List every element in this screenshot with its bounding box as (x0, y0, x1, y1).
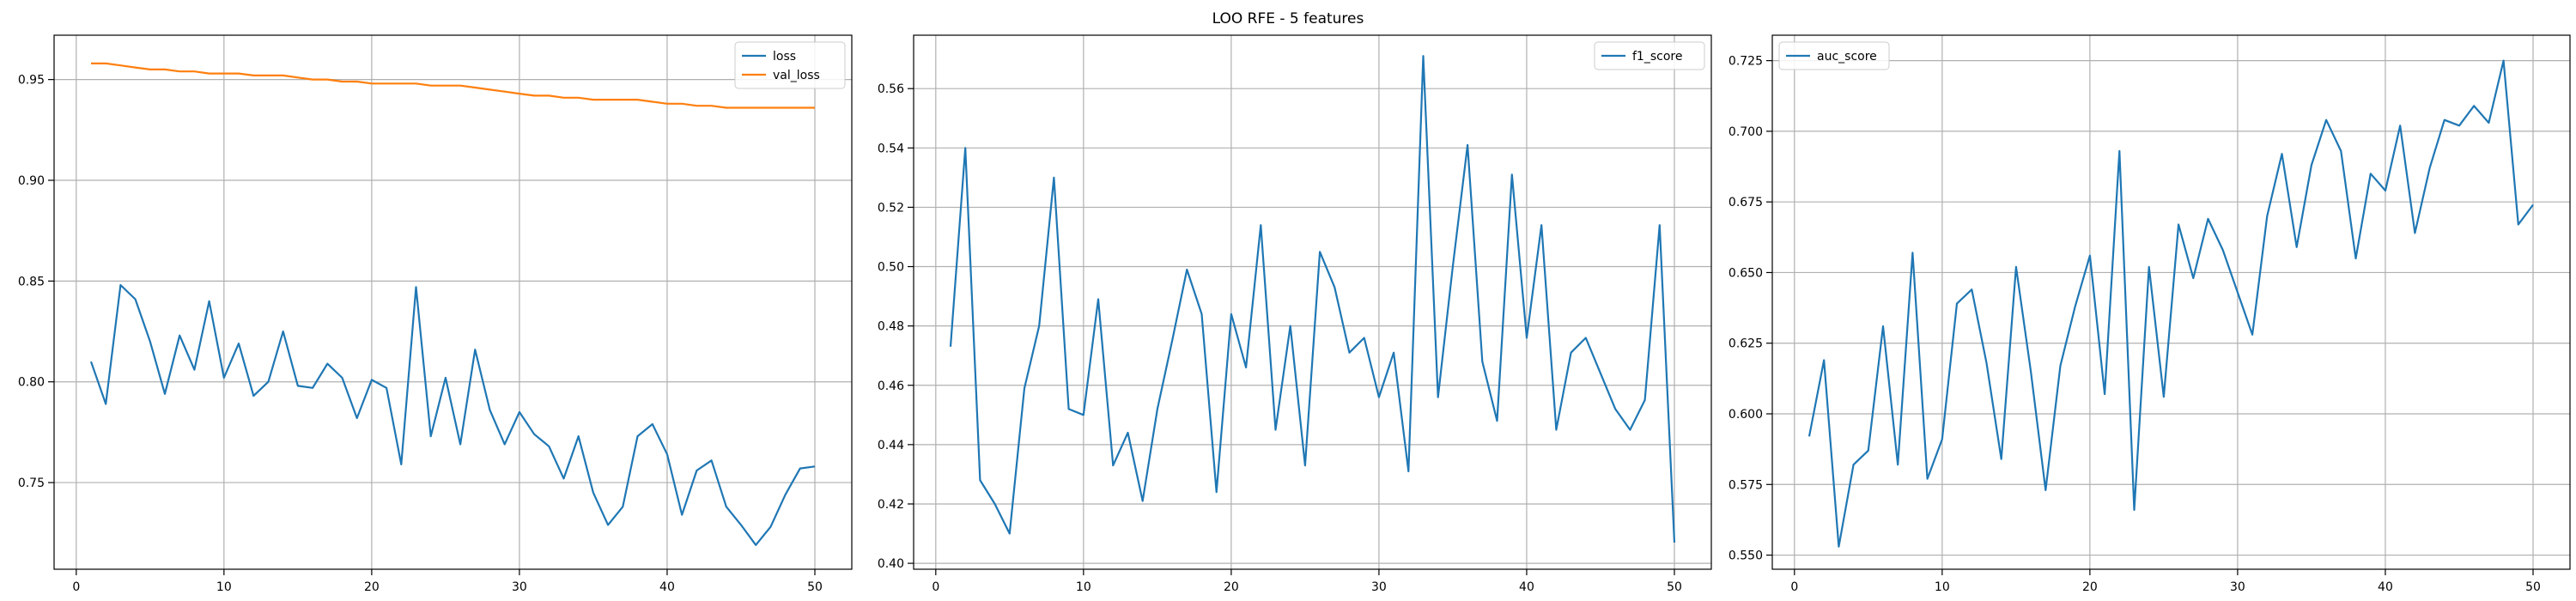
y-tick-label: 0.52 (878, 201, 904, 215)
y-tick-label: 0.85 (18, 275, 45, 288)
y-tick-label: 0.75 (18, 477, 45, 490)
y-tick-label: 0.54 (878, 142, 904, 155)
x-tick-label: 20 (2082, 580, 2098, 594)
y-tick-label: 0.700 (1728, 125, 1763, 139)
x-tick-label: 30 (512, 580, 527, 594)
x-tick-label: 40 (659, 580, 675, 594)
y-tick-label: 0.80 (18, 376, 45, 390)
x-tick-label: 50 (1667, 580, 1682, 594)
series-line-loss (89, 283, 816, 546)
subplot-1: 0 10 20 30 40 50 0.75 0.80 0.85 0.90 0.95 loss val_l… (18, 34, 853, 594)
y-tick-label: 0.675 (1728, 196, 1763, 209)
legend-box (734, 41, 846, 89)
subplot-2: 0 10 20 30 40 50 0.40 0.42 0.44 0.46 0.48 0.50 0.52 0… (878, 34, 1712, 594)
legend-box (1778, 41, 1890, 70)
y-tick-label: 0.46 (878, 379, 904, 393)
legend-label: f1_score (1632, 50, 1682, 64)
series-line-val-loss (91, 62, 815, 109)
x-tick-label: 20 (364, 580, 380, 594)
y-tick-label: 0.50 (878, 261, 904, 275)
series-line-auc-score (1807, 59, 2534, 548)
y-tick-label: 0.600 (1728, 408, 1763, 422)
legend: loss val_loss (734, 41, 846, 89)
axes-frame (913, 34, 1712, 570)
x-tick-label: 0 (932, 580, 939, 594)
y-tick-label: 0.650 (1728, 266, 1763, 280)
x-tick-label: 30 (2230, 580, 2245, 594)
y-tick-label: 0.40 (878, 557, 904, 571)
y-tick-label: 0.48 (878, 320, 904, 334)
x-tick-label: 20 (1224, 580, 1239, 594)
x-tick-label: 0 (72, 580, 80, 594)
x-tick-label: 50 (2525, 580, 2541, 594)
legend-label: loss (773, 50, 796, 64)
subplot-3: 0 10 20 30 40 50 0.550 0.575 0.600 0.625 0.650 0.67… (1728, 34, 2571, 594)
axes-frame (53, 34, 853, 570)
y-tick-label: 0.550 (1728, 549, 1763, 563)
legend-box (1594, 41, 1705, 70)
figure-suptitle: LOO RFE - 5 features (1212, 10, 1364, 27)
legend-label: auc_score (1817, 50, 1877, 64)
subplot-panels: 0 10 20 30 40 50 0.75 0.80 0.85 0.90 0.95 loss val_l… (18, 34, 2571, 594)
series-line-f1-score (949, 55, 1676, 543)
y-tick-label: 0.90 (18, 174, 45, 188)
x-tick-label: 40 (1519, 580, 1534, 594)
legend-label: val_loss (773, 69, 820, 82)
y-tick-label: 0.725 (1728, 55, 1763, 69)
axes-frame (1771, 34, 2571, 570)
x-tick-label: 40 (2378, 580, 2393, 594)
x-tick-label: 10 (216, 580, 232, 594)
y-tick-label: 0.95 (18, 74, 45, 88)
y-tick-label: 0.44 (878, 439, 904, 452)
y-tick-label: 0.575 (1728, 478, 1763, 492)
x-tick-label: 0 (1790, 580, 1798, 594)
y-tick-label: 0.56 (878, 82, 904, 96)
x-tick-label: 30 (1371, 580, 1387, 594)
y-tick-label: 0.42 (878, 498, 904, 512)
legend: f1_score (1594, 41, 1705, 70)
legend: auc_score (1778, 41, 1890, 70)
y-tick-label: 0.625 (1728, 337, 1763, 351)
x-tick-label: 10 (1935, 580, 1950, 594)
x-tick-label: 10 (1076, 580, 1091, 594)
x-tick-label: 50 (807, 580, 823, 594)
